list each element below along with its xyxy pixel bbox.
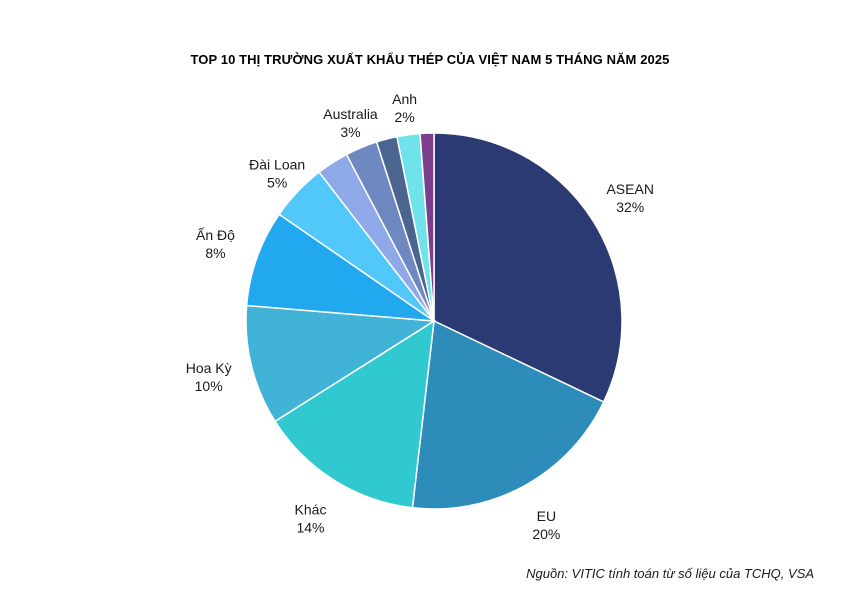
slice-label-name: Hoa Kỳ: [186, 360, 232, 376]
slice-label-name: Australia: [323, 106, 378, 122]
slice-label-anh: Anh 2%: [392, 91, 417, 125]
slice-label-name: EU: [537, 508, 556, 524]
slice-label-name: Ấn Độ: [196, 227, 235, 243]
slice-label-percent: 14%: [296, 519, 324, 535]
slice-label-dai-loan: Đài Loan 5%: [249, 156, 305, 190]
slice-label-percent: 32%: [616, 199, 644, 215]
slice-label-name: Đài Loan: [249, 156, 305, 172]
slice-label-eu: EU 20%: [532, 508, 560, 542]
slice-label-khac: Khác 14%: [295, 501, 327, 535]
slice-label-australia: Australia 3%: [323, 106, 378, 140]
pie-slice-an-do: [245, 213, 437, 322]
pie-slice-eu: [411, 319, 605, 510]
pie-slice-asean: [433, 132, 623, 403]
pie-slice-other-10: [419, 132, 435, 322]
slice-label-percent: 3%: [340, 124, 360, 140]
slice-label-hoa-ky: Hoa Kỳ 10%: [186, 360, 232, 394]
pie-labels: ASEAN 32% EU 20% Khác 14% Hoa Kỳ 10% Ấn Độ 8% Đài …: [186, 91, 654, 542]
source-note: Nguồn: VITIC tính toán từ số liệu của TC…: [526, 566, 814, 581]
slice-label-percent: 5%: [267, 174, 287, 190]
slice-label-percent: 8%: [205, 245, 225, 261]
chart-title: TOP 10 THỊ TRƯỜNG XUẤT KHẨU THÉP CỦA VIỆ…: [190, 52, 670, 67]
pie-slice-khac: [273, 319, 435, 509]
slice-label-asean: ASEAN 32%: [606, 181, 653, 215]
slice-label-percent: 20%: [532, 526, 560, 542]
slice-label-percent: 2%: [394, 109, 414, 125]
slice-label-an-do: Ấn Độ 8%: [196, 227, 235, 261]
pie-slice-hoa-ky: [245, 304, 437, 423]
slice-label-name: ASEAN: [606, 181, 653, 197]
pie-slices: [245, 132, 623, 510]
slice-label-name: Anh: [392, 91, 417, 107]
slice-label-name: Khác: [295, 501, 327, 517]
slice-label-percent: 10%: [195, 378, 223, 394]
